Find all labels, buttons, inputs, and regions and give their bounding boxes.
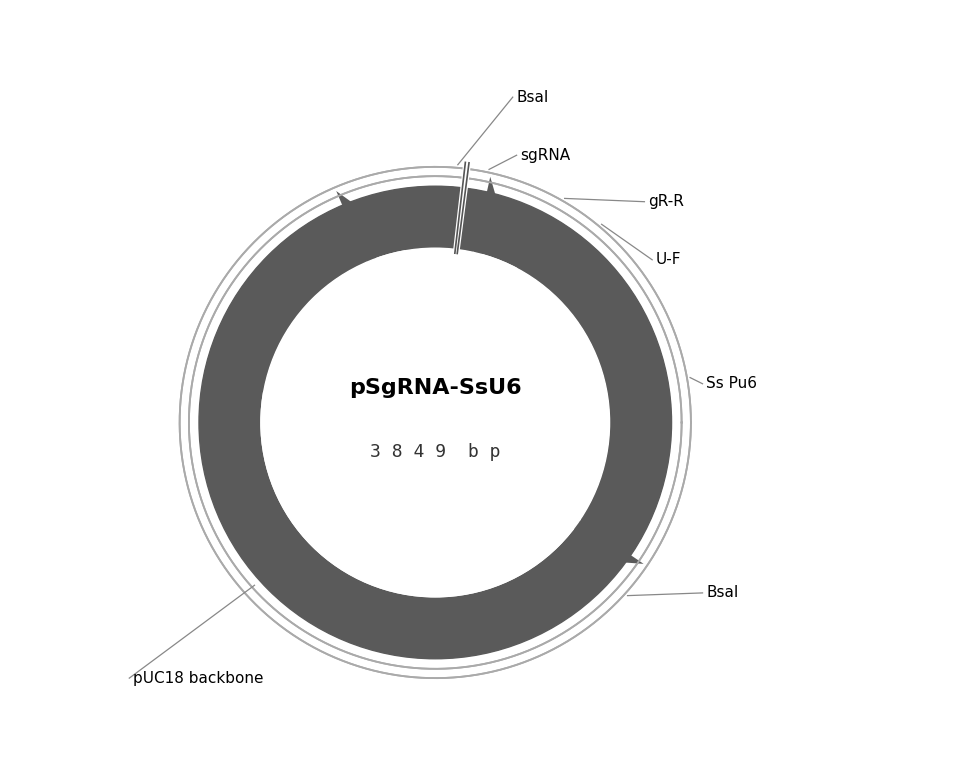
Polygon shape (516, 214, 671, 554)
Text: BsaI: BsaI (706, 586, 738, 601)
Circle shape (261, 248, 609, 597)
Circle shape (199, 186, 671, 659)
Circle shape (261, 248, 609, 597)
Text: 3 8 4 9  b p: 3 8 4 9 b p (370, 443, 500, 461)
Text: pSgRNA-SsU6: pSgRNA-SsU6 (348, 377, 521, 398)
Text: pUC18 backbone: pUC18 backbone (133, 670, 263, 686)
Text: Ss Pu6: Ss Pu6 (706, 377, 757, 392)
Polygon shape (202, 206, 366, 392)
Polygon shape (566, 511, 643, 564)
Polygon shape (335, 191, 381, 276)
Text: BsaI: BsaI (516, 89, 549, 105)
Text: U-F: U-F (655, 252, 681, 267)
Text: sgRNA: sgRNA (520, 148, 570, 163)
Polygon shape (469, 177, 505, 268)
Polygon shape (394, 186, 486, 252)
Text: gR-R: gR-R (647, 194, 684, 209)
